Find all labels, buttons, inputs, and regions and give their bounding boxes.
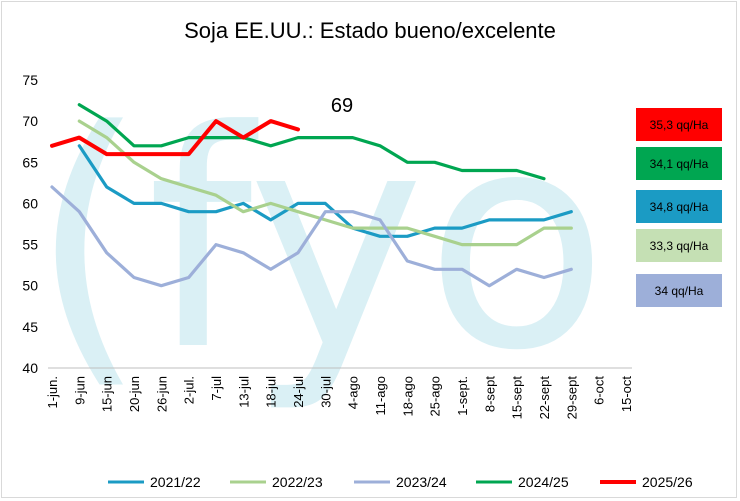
legend-label: 2024/25 xyxy=(518,474,569,490)
series-line-2025-26 xyxy=(50,119,300,157)
last-value-annotation: 69 xyxy=(331,95,353,117)
x-tick-label: 11-ago xyxy=(373,376,388,416)
legend-label: 2023/24 xyxy=(396,474,447,490)
x-tick-label: 4-ago xyxy=(346,376,361,409)
series-lines xyxy=(50,103,573,288)
yield-label-box xyxy=(636,190,722,223)
y-tick-label: 60 xyxy=(22,195,38,211)
x-tick-label: 29-sept xyxy=(564,376,579,420)
yield-label-box xyxy=(636,274,722,307)
x-tick-label: 15-sept xyxy=(510,376,525,420)
x-tick-label: 15-jun xyxy=(100,376,115,412)
legend-label: 2025/26 xyxy=(642,474,693,490)
yield-labels: 35,3 qq/Ha 34,1 qq/Ha 34,8 qq/Ha 33,3 qq/Ha… xyxy=(636,108,722,307)
x-tick-label: 26-jun xyxy=(154,376,169,412)
y-tick-label: 70 xyxy=(22,113,38,129)
y-tick-label: 55 xyxy=(22,237,38,253)
watermark-logo: (fyo xyxy=(30,67,608,416)
x-tick-label: 1-jun. xyxy=(45,376,60,409)
x-axis: 1-jun. 9-jun 15-jun 20-jun 26-jun 2-jul. 7-jul… xyxy=(45,367,634,420)
yield-label-box xyxy=(636,229,722,262)
x-tick-label: 18-jul xyxy=(264,376,279,408)
yield-label-box xyxy=(636,147,722,180)
x-tick-label: 2-jul. xyxy=(182,376,197,404)
x-tick-label: 30-jul xyxy=(318,376,333,408)
yield-label-text: 34 qq/Ha xyxy=(655,284,704,298)
x-tick-label: 13-jul xyxy=(236,376,251,408)
x-tick-label: 7-jul xyxy=(209,376,224,401)
x-tick-label: 24-jul xyxy=(291,376,306,408)
legend-label: 2021/22 xyxy=(150,474,201,490)
legend-label: 2022/23 xyxy=(272,474,323,490)
y-tick-label: 75 xyxy=(22,72,38,88)
x-tick-label: 1-sept. xyxy=(455,376,470,416)
x-tick-label: 22-sept xyxy=(537,376,552,420)
x-tick-label: 9-jun xyxy=(72,376,87,405)
y-tick-label: 65 xyxy=(22,154,38,170)
y-tick-label: 50 xyxy=(22,278,38,294)
yield-label-box xyxy=(636,108,722,141)
legend: 2021/22 2022/23 2023/24 2024/25 2025/26 xyxy=(108,474,693,490)
series-line-2023-24 xyxy=(50,185,573,288)
yield-label-text: 35,3 qq/Ha xyxy=(650,118,709,132)
series-line-2022-23 xyxy=(77,119,573,247)
yield-label-text: 34,8 qq/Ha xyxy=(650,200,709,214)
series-line-2021-22 xyxy=(77,144,573,238)
y-tick-label: 40 xyxy=(22,360,38,376)
x-tick-label: 25-ago xyxy=(428,376,443,416)
yield-label-text: 34,1 qq/Ha xyxy=(650,157,709,171)
yield-label-text: 33,3 qq/Ha xyxy=(650,239,709,253)
series-line-2024-25 xyxy=(77,103,546,181)
x-tick-label: 20-jun xyxy=(127,376,142,412)
x-tick-label: 18-ago xyxy=(400,376,415,416)
x-tick-label: 8-sept xyxy=(482,376,497,413)
y-tick-label: 45 xyxy=(22,319,38,335)
watermark-text: (fyo xyxy=(30,67,608,416)
x-tick-label: 15-oct xyxy=(619,376,634,413)
x-tick-label: 6-oct xyxy=(592,376,607,405)
chart-title: Soja EE.UU.: Estado bueno/excelente xyxy=(184,18,556,43)
y-axis: 40 45 50 55 60 65 70 75 xyxy=(22,72,38,376)
